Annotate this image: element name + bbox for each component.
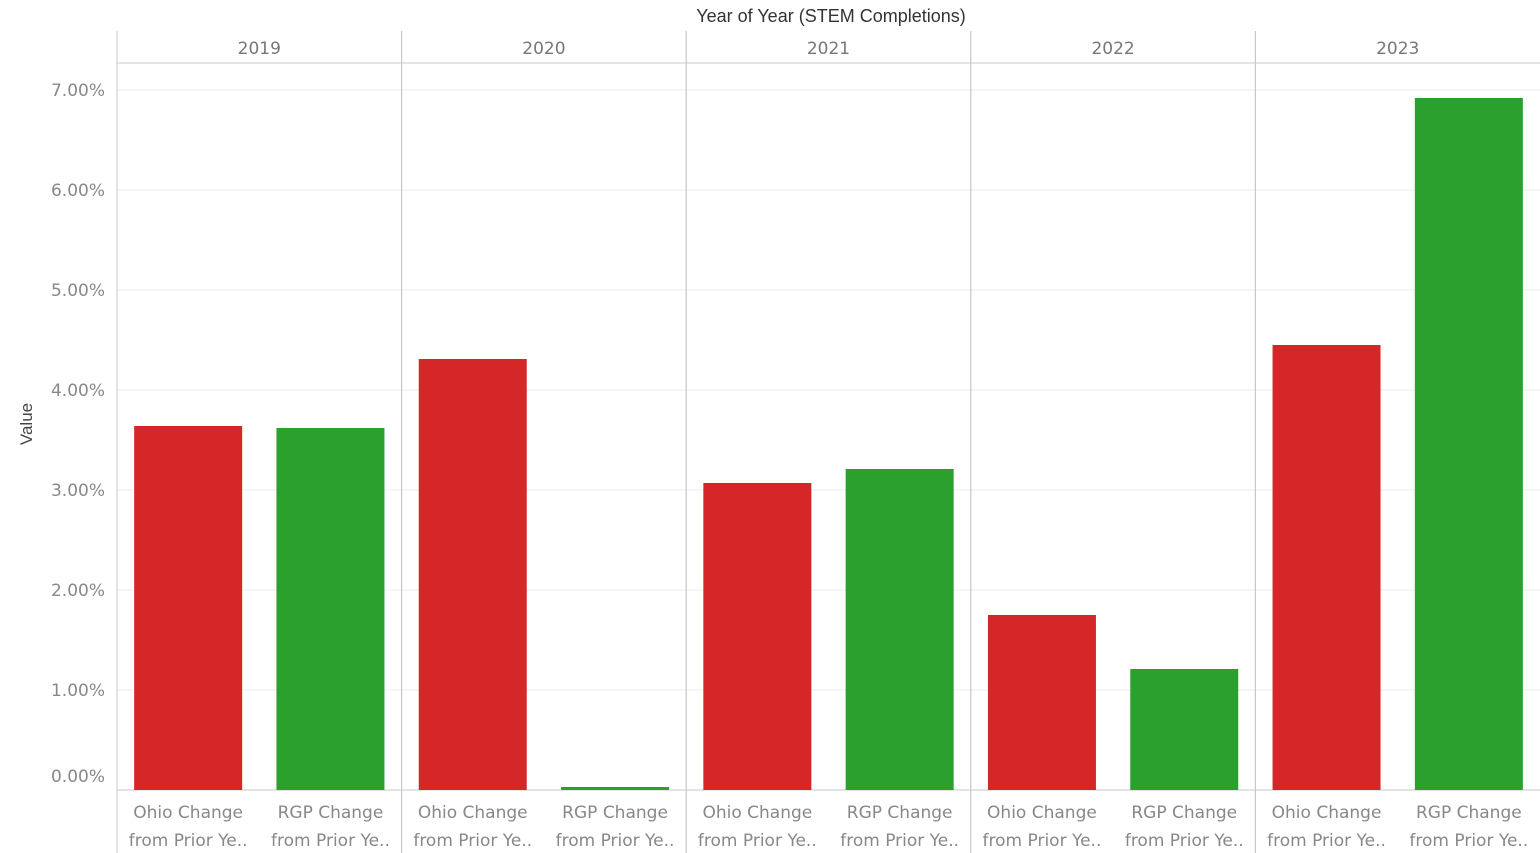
category-label-line1: Ohio Change <box>1272 803 1382 823</box>
bar-rgp <box>276 428 385 790</box>
bar-ohio <box>418 359 527 790</box>
category-label-line2: from Prior Ye.. <box>413 831 532 851</box>
panel-frame <box>116 31 1540 853</box>
category-label-line2: from Prior Ye.. <box>129 831 248 851</box>
bar-rgp <box>1130 669 1239 790</box>
bar-ohio <box>703 483 812 790</box>
bar-ohio <box>134 426 243 790</box>
category-label-line2: from Prior Ye.. <box>556 831 675 851</box>
y-axis-label: Value <box>17 403 36 445</box>
category-labels: Ohio Change from Prior Ye.. RGP Change from… <box>129 803 1529 851</box>
y-tick-label: 7.00% <box>51 81 105 101</box>
category-label-line1: RGP Change <box>278 803 384 823</box>
y-axis-ticks: 0.00% 1.00% 2.00% 3.00% 4.00% 5.00% 6.00% 7.00% <box>51 81 105 787</box>
bar-rgp <box>845 469 954 790</box>
y-tick-label: 1.00% <box>51 681 105 701</box>
category-label-line2: from Prior Ye.. <box>698 831 817 851</box>
y-tick-label: 2.00% <box>51 581 105 601</box>
category-label-line2: from Prior Ye.. <box>1125 831 1244 851</box>
y-tick-label: 3.00% <box>51 481 105 501</box>
y-tick-label: 6.00% <box>51 181 105 201</box>
y-tick-label: 0.00% <box>51 767 105 787</box>
category-label-line1: Ohio Change <box>987 803 1097 823</box>
category-label-line1: RGP Change <box>1131 803 1237 823</box>
category-label-line2: from Prior Ye.. <box>1409 831 1528 851</box>
bar-ohio <box>987 615 1096 790</box>
year-headers: 2019 2020 2021 2022 2023 <box>238 39 1420 59</box>
category-label-line1: Ohio Change <box>702 803 812 823</box>
y-tick-label: 5.00% <box>51 281 105 301</box>
category-label-line1: Ohio Change <box>418 803 528 823</box>
category-label-line1: RGP Change <box>847 803 953 823</box>
year-header: 2023 <box>1376 39 1419 59</box>
category-label-line2: from Prior Ye.. <box>1267 831 1386 851</box>
bar-rgp <box>1414 98 1523 790</box>
year-header: 2019 <box>238 39 281 59</box>
bars <box>134 98 1523 790</box>
category-label-line2: from Prior Ye.. <box>983 831 1102 851</box>
year-header: 2020 <box>522 39 565 59</box>
year-header: 2021 <box>807 39 850 59</box>
y-tick-label: 4.00% <box>51 381 105 401</box>
year-header: 2022 <box>1091 39 1134 59</box>
category-label-line2: from Prior Ye.. <box>840 831 959 851</box>
category-label-line1: RGP Change <box>1416 803 1522 823</box>
category-label-line1: RGP Change <box>562 803 668 823</box>
bar-ohio <box>1272 345 1381 790</box>
bar-rgp <box>561 787 670 790</box>
category-label-line2: from Prior Ye.. <box>271 831 390 851</box>
category-label-line1: Ohio Change <box>133 803 243 823</box>
chart-title: Year of Year (STEM Completions) <box>696 6 965 26</box>
